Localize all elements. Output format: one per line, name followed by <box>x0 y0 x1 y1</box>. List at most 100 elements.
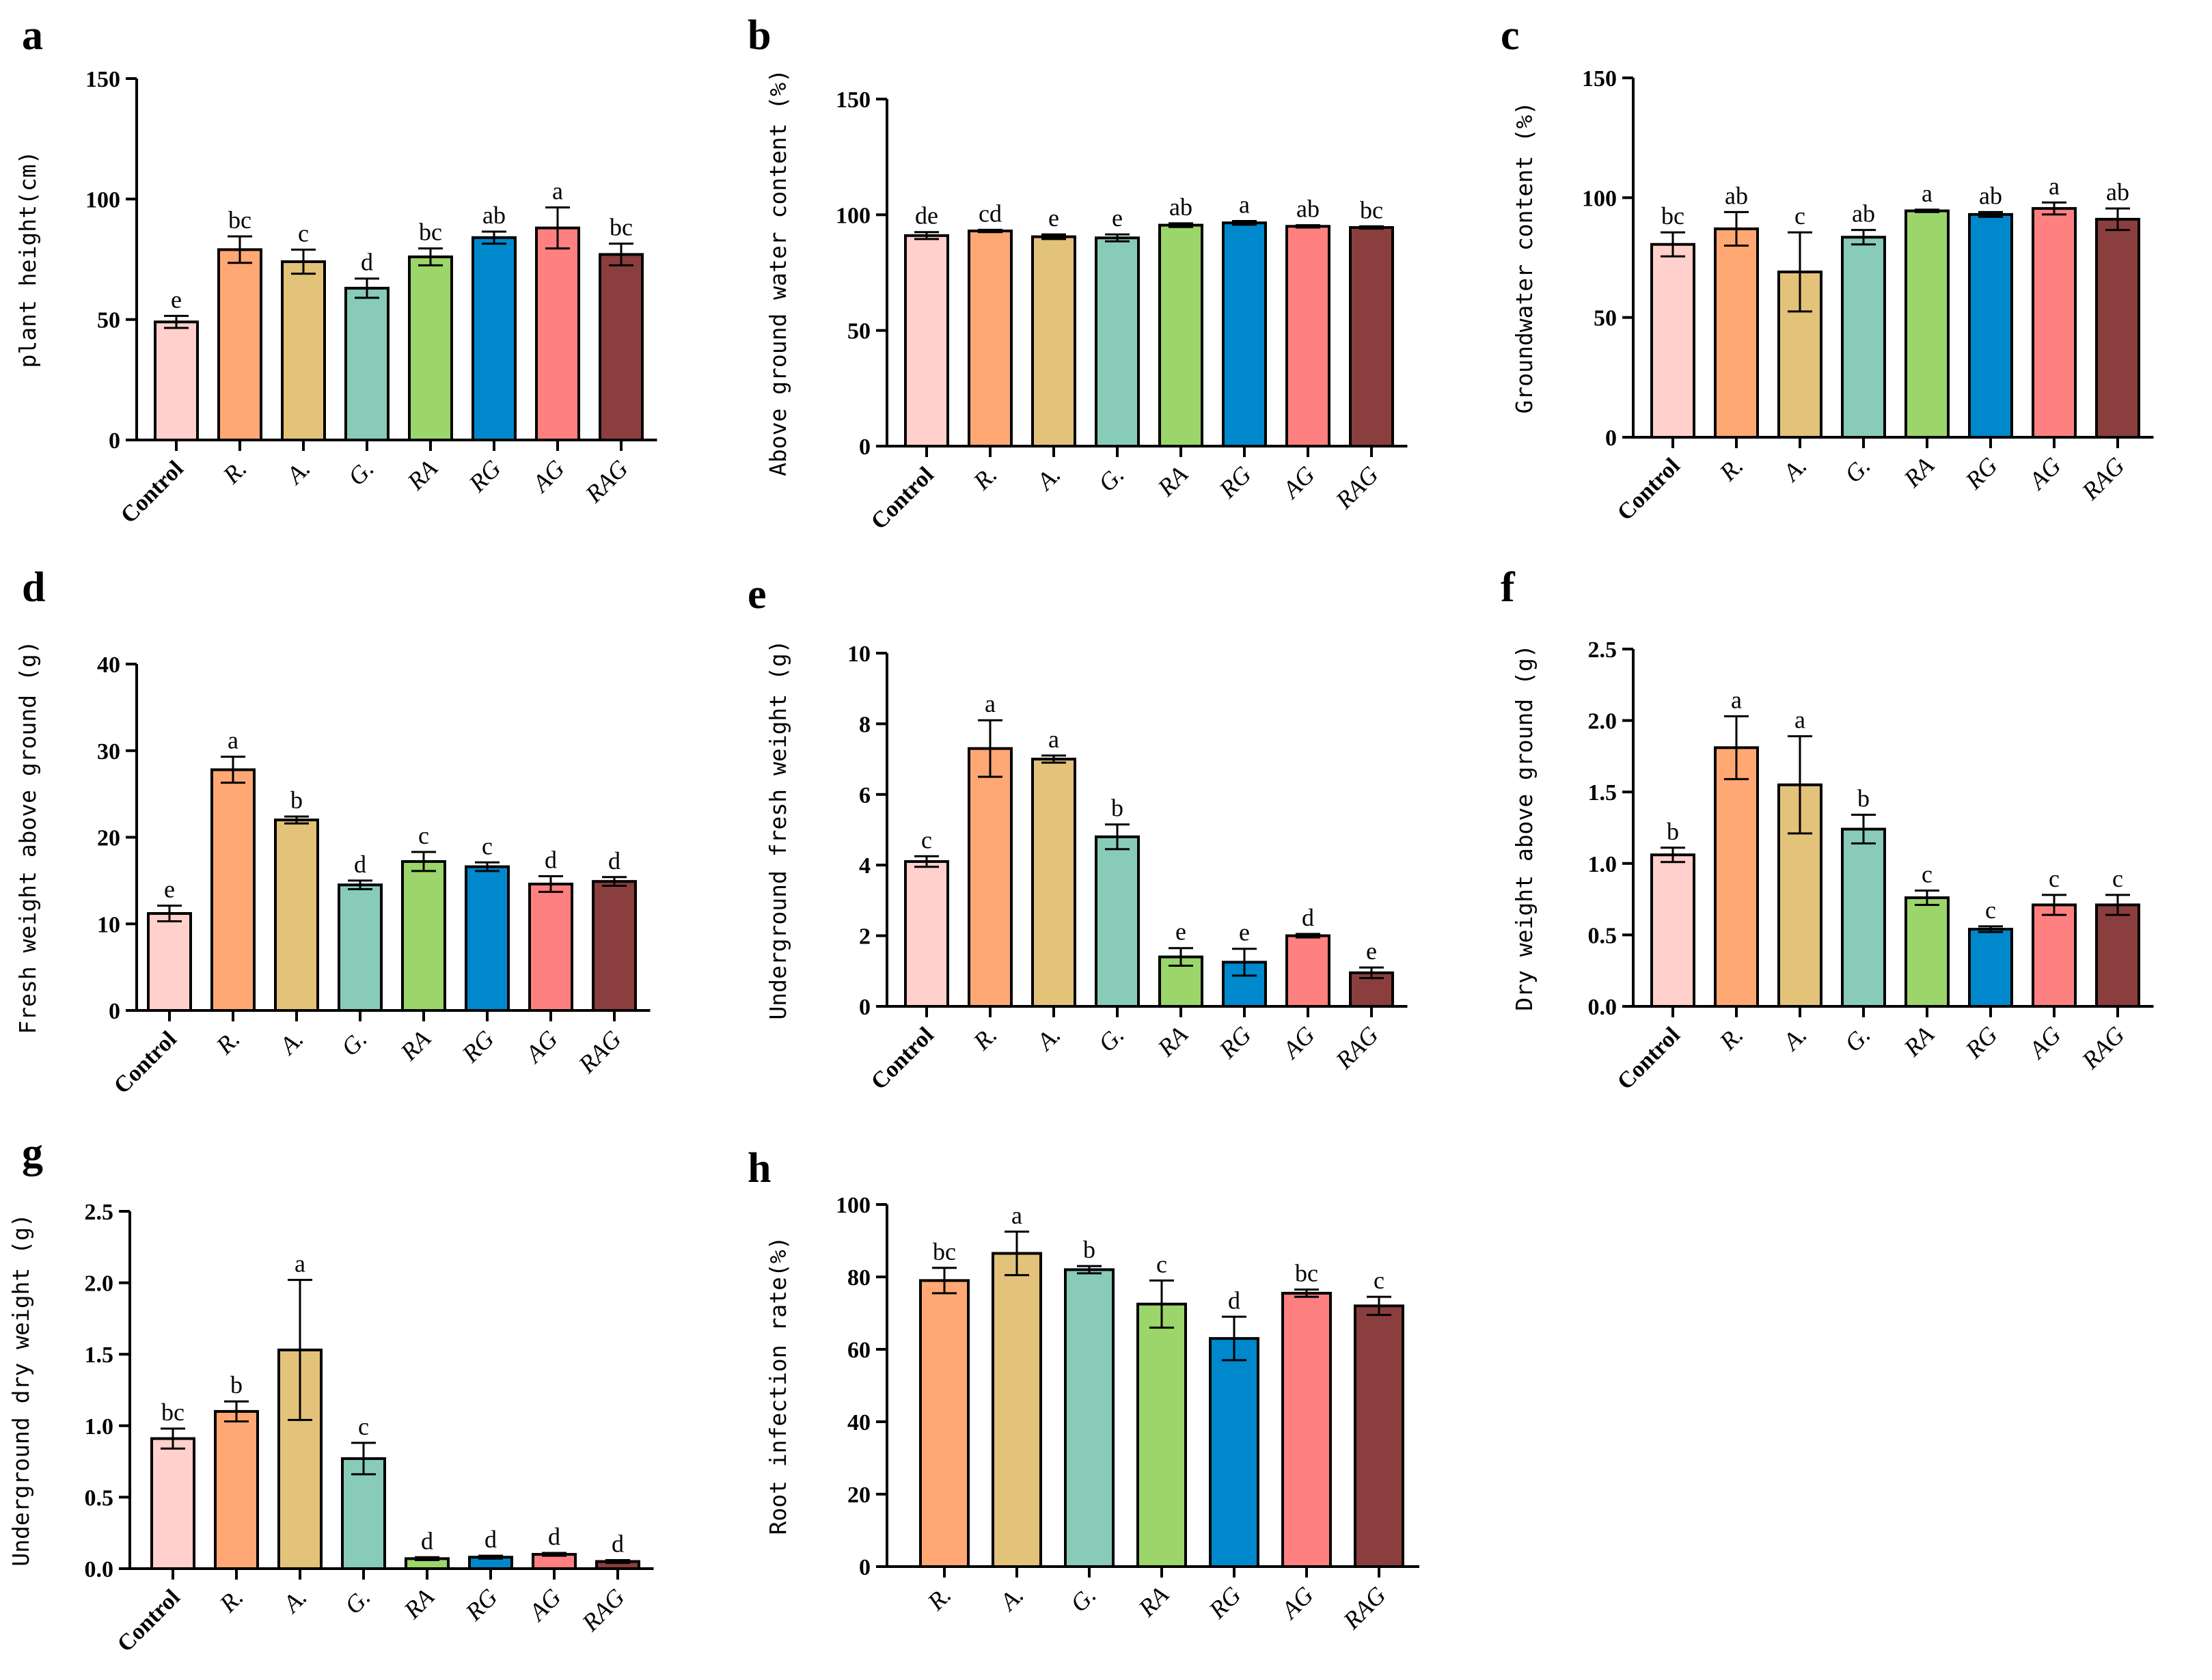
sig-letter-a-ag: a <box>552 178 563 205</box>
x-tick-label-f-g: G. <box>1840 1021 1876 1057</box>
sig-letter-f-g: b <box>1857 785 1870 812</box>
sig-letter-a-rg: ab <box>482 202 506 229</box>
error-bar-c-r <box>1724 210 1749 247</box>
error-bar-f-rag <box>2105 894 2130 916</box>
bar-d-rag <box>592 880 637 1012</box>
error-bar-b-rag <box>1359 225 1384 230</box>
error-bar-b-r <box>978 228 1002 234</box>
error-bar-e-rg <box>1232 948 1257 977</box>
bar-g-control <box>150 1437 195 1570</box>
x-tick-label-d-rg: RG <box>456 1025 500 1068</box>
bar-h-a <box>992 1252 1042 1569</box>
y-tick-label-b: 50 <box>847 319 871 344</box>
error-bar-d-a <box>284 815 309 825</box>
y-tick-label-c: 150 <box>1582 66 1617 92</box>
bar-f-g <box>1841 827 1886 1008</box>
y-tick-label-e: 8 <box>859 712 871 737</box>
bar-e-g <box>1095 835 1140 1008</box>
panel-e: e Underground fresh weight (g) 0 2 4 6 8 10 c Con… <box>748 571 1408 1094</box>
sig-letter-g-rg: d <box>484 1526 497 1553</box>
error-bar-f-g <box>1851 814 1876 845</box>
error-bar-a-g <box>355 277 379 299</box>
error-bar-a-rg <box>482 230 506 245</box>
x-tick-label-g-rag: RAG <box>576 1583 629 1636</box>
y-tick-label-e: 0 <box>859 995 871 1020</box>
panel-letter-h: h <box>748 1145 771 1192</box>
sig-letter-b-r: cd <box>979 199 1002 227</box>
sig-letter-c-ra: a <box>1922 180 1933 207</box>
error-bar-d-control <box>157 905 182 922</box>
x-tick-label-c-a: A. <box>1777 452 1812 487</box>
bar-f-rag <box>2095 903 2140 1008</box>
sig-letter-d-r: a <box>228 727 238 754</box>
x-tick-label-d-ra: RA <box>395 1025 437 1066</box>
sig-letter-g-control: bc <box>161 1399 185 1426</box>
sig-letter-d-rag: d <box>608 847 620 875</box>
sig-letter-g-a: a <box>295 1250 305 1277</box>
sig-letter-e-ra: e <box>1175 918 1186 946</box>
error-bar-d-r <box>221 756 245 784</box>
bar-f-r <box>1714 746 1759 1008</box>
sig-letter-d-g: d <box>354 851 366 878</box>
x-tick-label-h-ag: AG <box>1275 1581 1319 1625</box>
y-axis-label-a: plant height(cm) <box>14 151 41 368</box>
x-tick-label-a-ra: RA <box>402 454 443 496</box>
x-tick-label-c-rg: RG <box>1960 452 2003 495</box>
error-bar-g-g <box>351 1442 376 1476</box>
bar-b-g <box>1095 236 1140 447</box>
error-bar-c-g <box>1851 229 1876 246</box>
sig-letter-e-control: c <box>921 826 932 853</box>
bar-a-r <box>217 248 262 441</box>
x-tick-label-e-rg: RG <box>1214 1021 1257 1064</box>
x-tick-label-a-control: Control <box>116 456 189 528</box>
bar-h-rag <box>1354 1304 1404 1569</box>
bar-c-g <box>1841 236 1886 439</box>
x-tick-label-g-g: G. <box>340 1583 376 1619</box>
error-bar-b-g <box>1105 233 1130 243</box>
bar-f-ra <box>1904 896 1950 1008</box>
sig-letter-e-rag: e <box>1366 937 1377 965</box>
error-bar-c-ra <box>1915 208 1939 213</box>
error-bar-a-control <box>164 314 189 329</box>
error-bar-b-ag <box>1296 224 1320 229</box>
y-axis-label-b: Above ground water content (%) <box>765 69 791 476</box>
x-tick-label-h-ra: RA <box>1133 1581 1175 1623</box>
sig-letter-e-rg: e <box>1239 919 1250 946</box>
y-tick-label-g: 1.5 <box>85 1342 114 1368</box>
sig-letter-c-r: ab <box>1725 182 1748 209</box>
bar-g-r <box>214 1409 259 1570</box>
bar-a-g <box>344 286 390 441</box>
x-tick-label-d-r: R. <box>210 1025 245 1060</box>
x-tick-label-b-g: G. <box>1093 460 1130 497</box>
panel-c: c Groundwater content (%) 0 50 100 150 bc Contr… <box>1501 12 2154 525</box>
error-bar-h-ra <box>1149 1279 1174 1329</box>
error-bar-c-control <box>1661 231 1685 258</box>
y-tick-label-a: 100 <box>85 187 120 212</box>
sig-letter-h-r: bc <box>933 1238 956 1265</box>
bar-f-rg <box>1968 928 2013 1008</box>
x-tick-label-a-a: A. <box>280 454 316 490</box>
y-tick-label-f: 2.5 <box>1588 637 1617 663</box>
error-bar-d-ag <box>538 875 563 893</box>
y-tick-label-g: 2.0 <box>85 1271 114 1297</box>
error-bar-a-ag <box>545 206 570 250</box>
sig-letter-b-g: e <box>1112 204 1123 232</box>
y-axis-label-c: Groundwater content (%) <box>1511 102 1538 414</box>
bar-b-ra <box>1158 223 1203 447</box>
sig-letter-d-a: b <box>290 786 303 814</box>
y-tick-label-f: 1.5 <box>1588 780 1617 805</box>
x-tick-label-e-r: R. <box>968 1021 1002 1056</box>
sig-letter-e-a: a <box>1048 726 1059 753</box>
x-tick-label-f-ag: AG <box>2023 1021 2066 1064</box>
x-tick-label-d-control: Control <box>109 1026 182 1099</box>
bar-c-rag <box>2095 217 2140 439</box>
error-bar-d-g <box>348 879 372 891</box>
y-tick-label-b: 100 <box>836 203 871 228</box>
sig-letter-d-rg: c <box>482 832 493 859</box>
y-axis-label-h: Root infection rate(%) <box>765 1236 791 1534</box>
sig-letter-a-ra: bc <box>419 219 442 246</box>
sig-letter-b-a: e <box>1048 204 1059 232</box>
bar-b-ag <box>1285 225 1330 447</box>
sig-letter-c-control: bc <box>1661 202 1684 230</box>
